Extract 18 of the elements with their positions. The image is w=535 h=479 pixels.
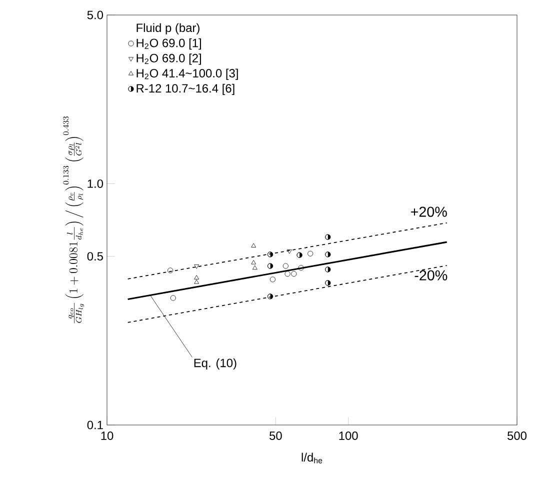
annotation: +20% (411, 206, 447, 217)
legend-label: H$_{2}$O 69.0 [2] (136, 54, 201, 65)
x-tick-label: 50 (270, 432, 282, 440)
legend-title: Fluid p (bar) (136, 23, 200, 34)
legend-label: H$_{2}$O 41.4~100.0 [3] (136, 68, 238, 80)
annotation: -20% (414, 270, 448, 280)
y-tick-label: 0.5 (87, 252, 103, 261)
x-tick-label: 100 (339, 432, 358, 440)
y-tick-label: 0.1 (87, 420, 103, 430)
legend-label: R-12 10.7~16.4 [6] (136, 84, 234, 95)
x-axis-title: l/d$_{he}$ (302, 452, 322, 464)
legend-label: H$_{2}$O 69.0 [1] (136, 38, 201, 50)
annotation: Eq. (10) (194, 358, 236, 370)
y-axis-title: $\frac{q_{co}}{GH_{lg}}\left(1+0.0081\frac{l}{d_{he}}\right)\Big/\left(\frac{\rho_v}{\rho_l}\right)^{0.133}\left(\frac{\sigma\rho_l}{G^2 l}\right)^{0.433}$ (63, 116, 84, 324)
x-tick-label: 500 (508, 432, 527, 440)
y-tick-label: 5.0 (87, 10, 104, 20)
x-tick-label: 10 (101, 432, 114, 440)
y-tick-label: 1.0 (88, 179, 104, 188)
